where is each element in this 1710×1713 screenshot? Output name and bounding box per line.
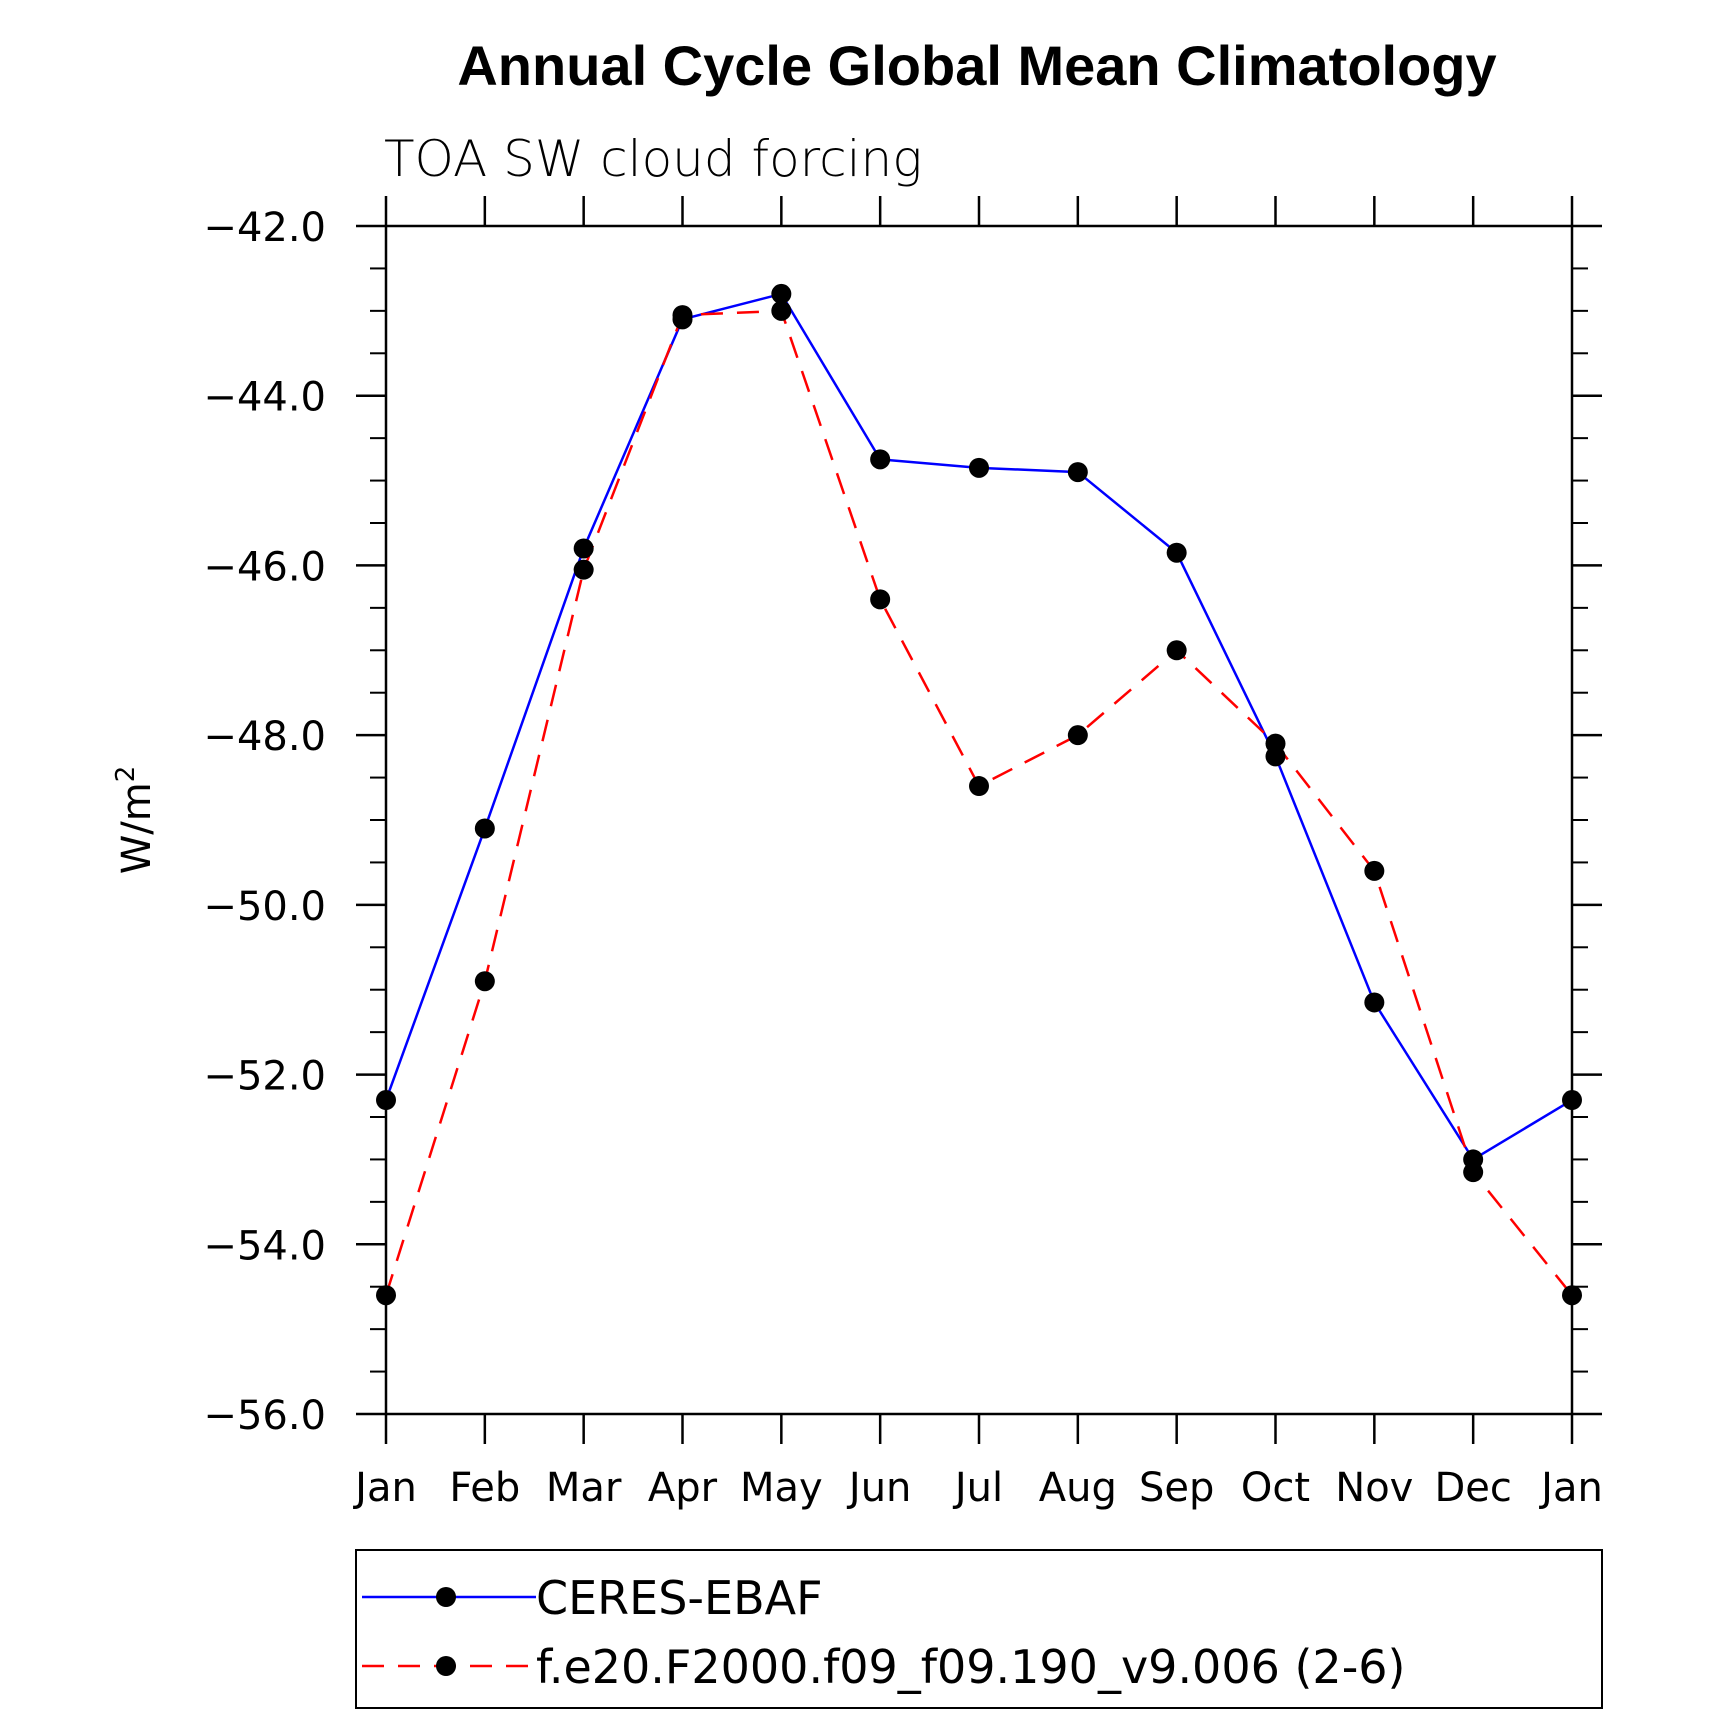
x-tick-label: Feb (449, 1465, 520, 1511)
x-tick-label: Jan (1538, 1465, 1603, 1511)
series-0-point (969, 457, 989, 478)
series-0-point (870, 449, 891, 470)
plot-frame (384, 224, 1574, 1416)
series-1-point (870, 589, 891, 610)
legend-label-ceres: CERES-EBAF (536, 1571, 823, 1625)
series-1-point (1562, 1285, 1582, 1306)
series-1-point (1067, 725, 1088, 746)
svg-text:W/m2: W/m2 (111, 766, 160, 875)
x-tick-label: Sep (1139, 1465, 1214, 1511)
series-line-0 (384, 292, 1573, 1162)
series-0-point (573, 538, 594, 559)
x-tick-label: Jul (952, 1465, 1003, 1511)
y-axis-label-text: W/m (114, 782, 160, 874)
series-1-point (1463, 1162, 1484, 1183)
y-tick-label: −52.0 (203, 1054, 326, 1100)
x-tick-label: Aug (1039, 1465, 1117, 1511)
series-0-point (771, 283, 792, 304)
series-1-point (1166, 640, 1187, 661)
series-0-point (474, 818, 495, 839)
legend-marker-ceres (436, 1587, 456, 1607)
series-0-point (1562, 1090, 1582, 1111)
x-tick-label: May (740, 1465, 823, 1511)
y-tick-label: −46.0 (203, 544, 326, 590)
x-tick-label: Dec (1434, 1465, 1511, 1511)
series-1-point (573, 559, 594, 580)
y-tick-label: −44.0 (203, 375, 326, 421)
series-1-point (376, 1285, 396, 1306)
legend-label-model: f.e20.F2000.f09_f09.190_v9.006 (2-6) (536, 1640, 1406, 1694)
x-tick-label: Jan (352, 1465, 417, 1511)
y-axis-label: W/m2 (111, 766, 160, 875)
series-1-point (1265, 733, 1286, 754)
series-1-point (474, 971, 495, 992)
y-tick-label: −54.0 (203, 1223, 326, 1269)
x-tick-label: Jun (846, 1465, 912, 1511)
legend: CERES-EBAF f.e20.F2000.f09_f09.190_v9.00… (355, 1549, 1603, 1709)
x-tick-label: Nov (1335, 1465, 1413, 1511)
series-1-point (771, 300, 792, 321)
chart-subtitle: TOA SW cloud forcing (384, 130, 922, 188)
y-axis-label-superscript: 2 (111, 766, 141, 783)
plot-series (376, 283, 1582, 1306)
series-0-point (376, 1090, 396, 1111)
legend-box (355, 1549, 1603, 1709)
series-0-point (1364, 992, 1385, 1013)
series-1-point (672, 305, 693, 326)
y-tick-label: −48.0 (203, 714, 326, 760)
series-0-point (1166, 542, 1187, 563)
x-tick-label: Mar (546, 1465, 622, 1511)
chart-title: Annual Cycle Global Mean Climatology (457, 34, 1496, 97)
x-tick-label: Apr (648, 1465, 718, 1511)
y-tick-label: −56.0 (203, 1393, 326, 1439)
series-1-point (969, 776, 989, 797)
series-0-point (1067, 462, 1088, 483)
axes: Jan Feb Mar Apr May Jun Jul Aug Sep Oct Nov Dec Jan−… (203, 196, 1603, 1511)
y-tick-label: −50.0 (203, 884, 326, 930)
x-tick-label: Oct (1241, 1465, 1310, 1511)
series-1-point (1364, 860, 1385, 881)
y-tick-label: −42.0 (203, 205, 326, 251)
legend-marker-model (436, 1656, 456, 1676)
